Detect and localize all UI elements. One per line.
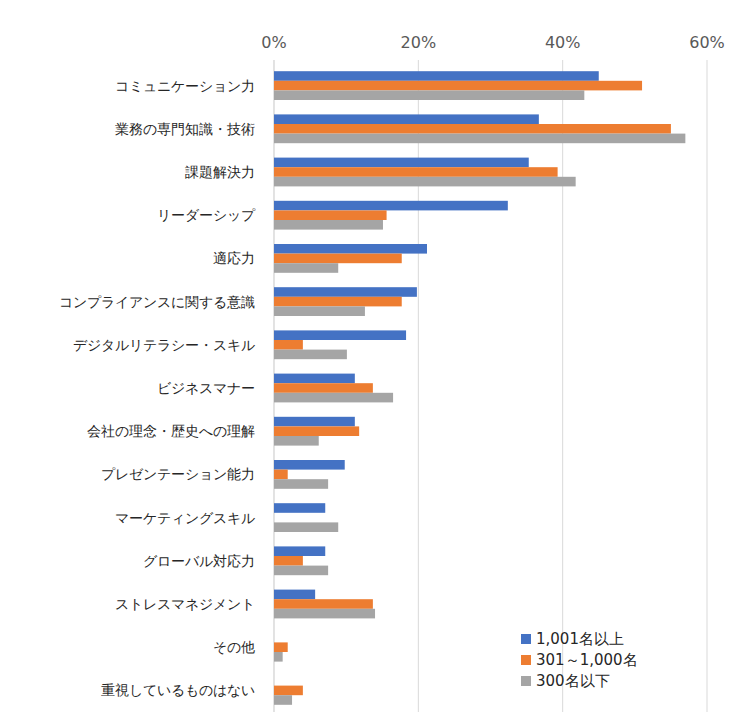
bar: [274, 633, 275, 643]
category-label: 重視しているものはない: [101, 682, 255, 698]
grid-line: [562, 60, 563, 712]
legend-label: 1,001名以上: [536, 630, 624, 648]
bar: [274, 546, 325, 556]
category-label: コミュニケーション力: [115, 78, 255, 94]
bar: [274, 254, 402, 264]
bar: [274, 201, 508, 211]
legend: 1,001名以上 301～1,000名 300名以下: [521, 630, 638, 690]
bar: [274, 374, 355, 384]
tick-label: 20%: [401, 33, 437, 52]
bar: [274, 676, 275, 686]
bar: [274, 306, 365, 316]
bar: [274, 81, 642, 91]
bar: [274, 90, 584, 100]
category-label: グローバル対応力: [143, 553, 255, 569]
category-label: その他: [213, 639, 255, 655]
category-label: ビジネスマナー: [157, 380, 255, 396]
bar: [274, 383, 373, 393]
bar: [274, 470, 288, 480]
bar: [274, 263, 338, 273]
bar: [274, 513, 275, 523]
category-label: 課題解決力: [185, 164, 255, 180]
bar: [274, 297, 402, 307]
bar: [274, 652, 283, 662]
legend-swatch: [521, 655, 531, 665]
category-label: ストレスマネジメント: [115, 596, 255, 612]
bar: [274, 177, 576, 187]
bar: [274, 158, 529, 168]
bar: [274, 599, 373, 609]
chart: 0% 20% 40% 60% コミュニケーション力業務の専門知識・技術課題解決力リーダー…: [0, 0, 750, 726]
bar: [274, 609, 375, 619]
bar: [274, 686, 303, 696]
bar: [274, 134, 685, 144]
bar: [274, 114, 539, 124]
category-label: 適応力: [213, 250, 255, 266]
bar: [274, 426, 359, 436]
bar: [274, 244, 427, 254]
bar: [274, 350, 347, 360]
category-label: デジタルリテラシー・スキル: [73, 337, 255, 353]
grid-line: [707, 60, 708, 712]
bar: [274, 417, 355, 427]
legend-label: 301～1,000名: [536, 651, 638, 669]
legend-swatch: [521, 676, 531, 686]
bar: [274, 71, 599, 81]
bar: [274, 566, 328, 576]
tick-label: 60%: [689, 33, 725, 52]
bar: [274, 695, 292, 705]
bar: [274, 167, 558, 177]
bar: [274, 124, 671, 134]
bar: [274, 503, 325, 513]
bar: [274, 590, 315, 600]
bars: [274, 71, 685, 705]
category-label: 会社の理念・歴史への理解: [87, 423, 255, 439]
bar: [274, 330, 406, 340]
bar: [274, 340, 303, 350]
bar: [274, 436, 319, 446]
category-label: マーケティングスキル: [115, 510, 255, 526]
category-label: リーダーシップ: [157, 207, 256, 223]
bar: [274, 287, 417, 297]
legend-label: 300名以下: [536, 672, 610, 690]
bar: [274, 556, 303, 566]
category-label: コンプライアンスに関する意識: [59, 294, 255, 310]
bar: [274, 479, 328, 489]
category-label: プレゼンテーション能力: [101, 466, 255, 482]
legend-swatch: [521, 634, 531, 644]
bar: [274, 460, 345, 470]
tick-label: 40%: [545, 33, 581, 52]
page: {"chart_data": { "type": "bar", "orienta…: [0, 0, 750, 726]
category-label: 業務の専門知識・技術: [115, 121, 255, 137]
grid: [274, 60, 707, 712]
bar: [274, 642, 288, 652]
bar: [274, 220, 383, 230]
bar: [274, 522, 338, 532]
bar: [274, 210, 387, 220]
bar: [274, 393, 393, 403]
tick-label: 0%: [261, 33, 286, 52]
